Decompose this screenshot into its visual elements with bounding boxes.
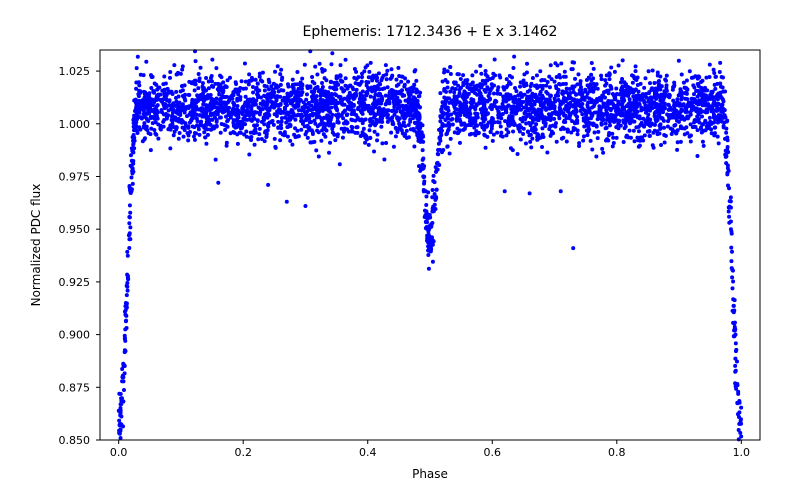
x-tick-label: 0.4 [359, 446, 377, 459]
y-tick-label: 0.975 [59, 170, 91, 183]
y-tick-label: 0.900 [59, 329, 91, 342]
x-tick-label: 0.6 [484, 446, 502, 459]
y-axis-label: Normalized PDC flux [29, 184, 43, 307]
x-tick-label: 0.2 [234, 446, 252, 459]
y-tick-label: 1.025 [59, 65, 91, 78]
chart-title: Ephemeris: 1712.3436 + E x 3.1462 [303, 24, 558, 40]
x-tick-label: 0.0 [110, 446, 128, 459]
y-tick-label: 0.875 [59, 381, 91, 394]
chart-svg: 0.0 0.2 0.4 0.6 0.8 1.0 0.850 0.875 0.900 0.925 0.… [0, 0, 800, 500]
x-tick-label: 1.0 [733, 446, 751, 459]
y-tick-label: 0.950 [59, 223, 91, 236]
x-tick-label: 0.8 [608, 446, 626, 459]
y-tick-label: 0.925 [59, 276, 91, 289]
chart-container: 0.0 0.2 0.4 0.6 0.8 1.0 0.850 0.875 0.900 0.925 0.… [0, 0, 800, 500]
y-tick-label: 0.850 [59, 434, 91, 447]
x-axis-label: Phase [412, 467, 448, 481]
y-tick-label: 1.000 [59, 118, 91, 131]
